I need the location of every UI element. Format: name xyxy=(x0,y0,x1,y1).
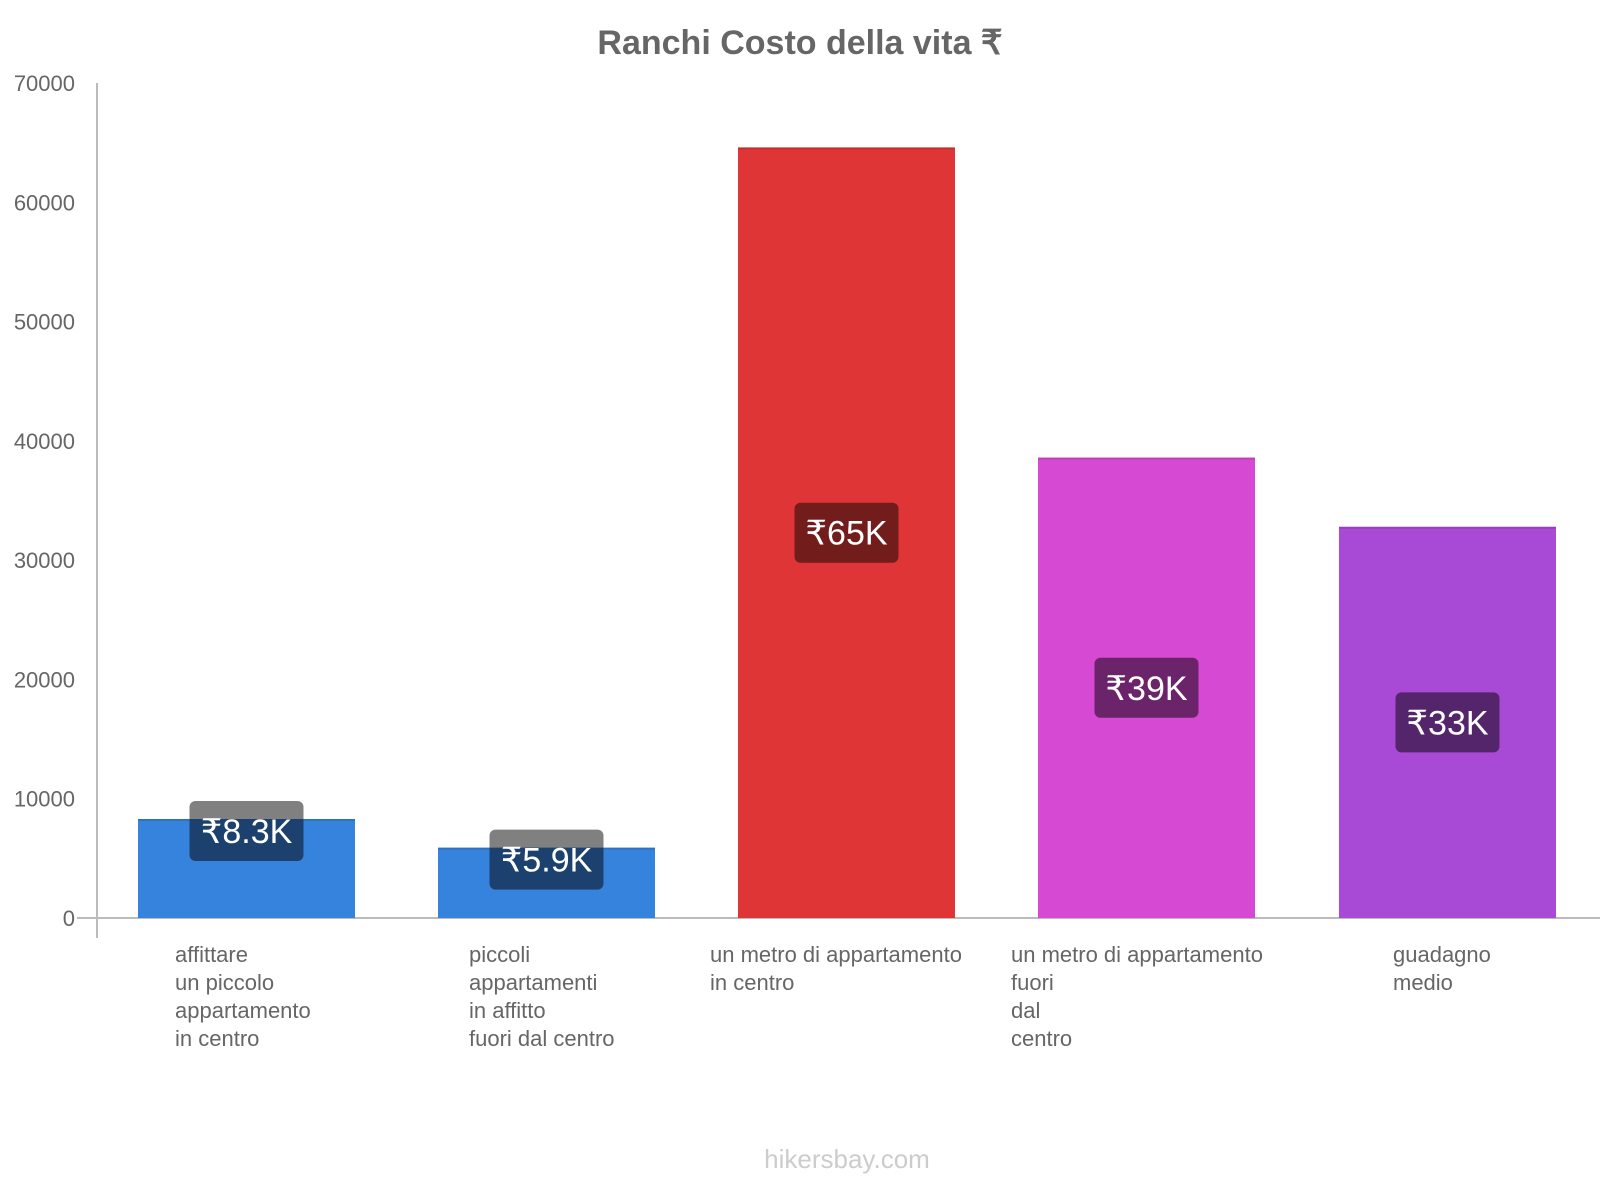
value-label-box-inner xyxy=(189,818,304,861)
bar-group: ₹65K xyxy=(738,147,955,918)
y-tick-label: 40000 xyxy=(14,429,75,454)
x-tick-label: un metro di appartamento in centro xyxy=(710,942,962,995)
bar-group: ₹5.9K xyxy=(438,829,655,918)
value-label: ₹39K xyxy=(1094,657,1199,718)
value-label: ₹33K xyxy=(1395,692,1500,753)
bar-group: ₹33K xyxy=(1339,526,1556,918)
value-label-box xyxy=(1395,692,1500,753)
bar-group: ₹39K xyxy=(1038,457,1255,918)
y-tick-label: 0 xyxy=(63,906,75,931)
value-label-text: ₹33K xyxy=(1406,704,1488,742)
y-tick-label: 70000 xyxy=(14,71,75,96)
x-tick-label: un metro di appartamento fuori dal centro xyxy=(1011,942,1263,1051)
y-tick-label: 30000 xyxy=(14,548,75,573)
watermark: hikersbay.com xyxy=(764,1144,930,1174)
value-label-text: ₹8.3K xyxy=(201,813,293,851)
y-tick-label: 10000 xyxy=(14,787,75,812)
y-tick-label: 60000 xyxy=(14,190,75,215)
bar-top-edge xyxy=(738,147,955,150)
value-label: ₹5.9K xyxy=(489,829,604,890)
value-label-text: ₹5.9K xyxy=(501,842,593,880)
value-label-text: ₹65K xyxy=(805,515,887,553)
x-axis-labels: affittare un piccolo appartamento in centro… xyxy=(175,942,1491,1051)
x-tick-label: affittare un piccolo appartamento in centro xyxy=(175,942,311,1051)
value-label: ₹65K xyxy=(794,502,899,563)
y-tick-label: 50000 xyxy=(14,310,75,335)
bar-group: ₹8.3K xyxy=(138,800,355,918)
value-label-box-inner xyxy=(489,847,604,890)
value-label-text: ₹39K xyxy=(1105,670,1187,708)
bars: ₹8.3K ₹5.9K ₹65K ₹39K ₹33K xyxy=(138,147,1556,918)
value-label-box xyxy=(1094,657,1199,718)
x-tick-label: piccoli appartamenti in affitto fuori dal c… xyxy=(469,942,615,1051)
bar-top-edge xyxy=(1038,457,1255,460)
y-tick-label: 20000 xyxy=(14,667,75,692)
x-tick-label: guadagno medio xyxy=(1393,942,1491,995)
chart-title: Ranchi Costo della vita ₹ xyxy=(597,24,1002,62)
bar-top-edge xyxy=(1339,526,1556,529)
value-label: ₹8.3K xyxy=(189,800,304,861)
value-label-box xyxy=(794,502,899,563)
